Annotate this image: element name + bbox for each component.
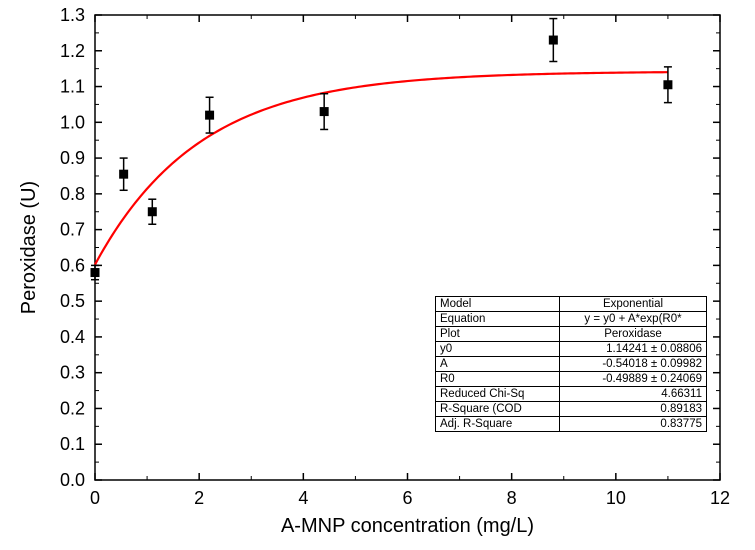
fit-table-cell: Plot: [436, 327, 560, 342]
y-tick-label: 1.2: [60, 41, 85, 61]
x-tick-label: 10: [606, 488, 626, 508]
fit-table-row: y01.14241 ± 0.08806: [436, 342, 707, 357]
x-tick-label: 6: [402, 488, 412, 508]
fit-table-row: R-Square (COD0.89183: [436, 402, 707, 417]
y-tick-label: 0.4: [60, 327, 85, 347]
y-tick-label: 0.6: [60, 255, 85, 275]
y-tick-label: 1.0: [60, 112, 85, 132]
y-tick-label: 0.5: [60, 291, 85, 311]
fit-table-cell: 0.89183: [560, 402, 707, 417]
fit-table-cell: y0: [436, 342, 560, 357]
fit-table-row: PlotPeroxidase: [436, 327, 707, 342]
x-tick-label: 12: [710, 488, 730, 508]
fit-table-cell: Reduced Chi-Sq: [436, 387, 560, 402]
x-tick-label: 0: [90, 488, 100, 508]
fit-table-row: Adj. R-Square0.83775: [436, 417, 707, 432]
x-axis-label: A-MNP concentration (mg/L): [281, 515, 534, 537]
data-marker: [91, 268, 100, 277]
fit-table-row: R0-0.49889 ± 0.24069: [436, 372, 707, 387]
y-tick-label: 1.3: [60, 5, 85, 25]
fit-stats-table: ModelExponentialEquationy = y0 + A*exp(R…: [435, 296, 707, 432]
data-marker: [549, 36, 558, 45]
x-tick-label: 8: [507, 488, 517, 508]
data-marker: [663, 80, 672, 89]
fit-table-cell: Equation: [436, 312, 560, 327]
fit-table-row: A-0.54018 ± 0.09982: [436, 357, 707, 372]
fit-table-row: Reduced Chi-Sq4.66311: [436, 387, 707, 402]
y-tick-label: 0.1: [60, 434, 85, 454]
fit-table-cell: Exponential: [560, 297, 707, 312]
fit-curve: [95, 72, 668, 264]
y-tick-label: 0.0: [60, 470, 85, 490]
data-marker: [205, 111, 214, 120]
x-tick-label: 2: [194, 488, 204, 508]
y-tick-label: 1.1: [60, 77, 85, 97]
y-tick-label: 0.2: [60, 398, 85, 418]
y-axis-label: Peroxidase (U): [18, 181, 40, 314]
fit-table-cell: R-Square (COD: [436, 402, 560, 417]
fit-table-cell: R0: [436, 372, 560, 387]
y-tick-label: 0.3: [60, 363, 85, 383]
y-tick-label: 0.8: [60, 184, 85, 204]
fit-table-cell: 4.66311: [560, 387, 707, 402]
fit-table-cell: Peroxidase: [560, 327, 707, 342]
x-tick-label: 4: [298, 488, 308, 508]
fit-table-cell: -0.49889 ± 0.24069: [560, 372, 707, 387]
fit-table-cell: Adj. R-Square: [436, 417, 560, 432]
fit-table-row: Equationy = y0 + A*exp(R0*: [436, 312, 707, 327]
fit-table-row: ModelExponential: [436, 297, 707, 312]
data-marker: [119, 170, 128, 179]
fit-table-cell: 0.83775: [560, 417, 707, 432]
fit-table-cell: y = y0 + A*exp(R0*: [560, 312, 707, 327]
chart-svg: 0 2 4 6 8 10 12 0.0 0.1 0.2 0.3 0.4 0.5 0.6 0.7 0.8 0.9 1…: [0, 0, 755, 550]
fit-table-cell: 1.14241 ± 0.08806: [560, 342, 707, 357]
fit-table-cell: -0.54018 ± 0.09982: [560, 357, 707, 372]
fit-table-cell: A: [436, 357, 560, 372]
y-tick-label: 0.7: [60, 220, 85, 240]
y-tick-label: 0.9: [60, 148, 85, 168]
fit-table-cell: Model: [436, 297, 560, 312]
data-marker: [320, 107, 329, 116]
peroxidase-chart: 0 2 4 6 8 10 12 0.0 0.1 0.2 0.3 0.4 0.5 0.6 0.7 0.8 0.9 1…: [0, 0, 755, 550]
data-marker: [148, 207, 157, 216]
